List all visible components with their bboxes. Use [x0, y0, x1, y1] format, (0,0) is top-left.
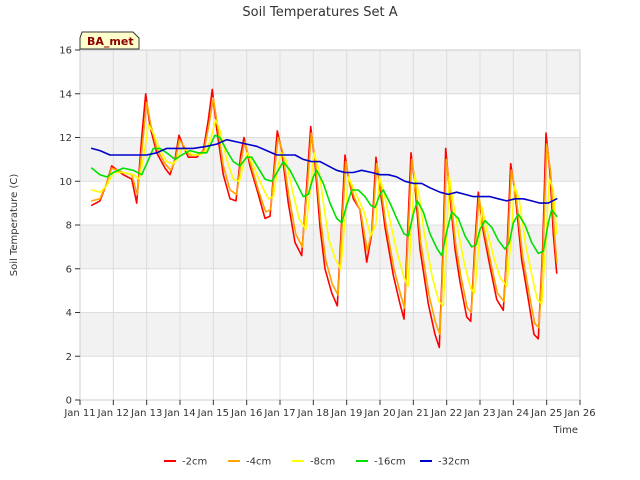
- x-tick-label: Jan 12: [97, 408, 129, 419]
- plot-band: [80, 312, 580, 357]
- x-tick-label: Jan 23: [463, 408, 495, 419]
- y-axis-title: Soil Temperature (C): [9, 174, 20, 277]
- station-badge-shape: [79, 31, 140, 50]
- x-tick-label: Jan 14: [163, 408, 195, 419]
- x-tick-label: Jan 19: [330, 408, 362, 419]
- legend-item: -8cm: [292, 457, 335, 468]
- legend-label: -2cm: [182, 457, 207, 468]
- legend-label: -16cm: [374, 457, 406, 468]
- legend-label: -4cm: [246, 457, 271, 468]
- legend-item: -4cm: [228, 457, 271, 468]
- x-tick-label: Jan 11: [63, 408, 95, 419]
- legend-item: -32cm: [420, 457, 470, 468]
- y-tick-label: 6: [66, 264, 72, 275]
- series-line-16cmcm: [90, 134, 558, 257]
- x-tick-label: Jan 25: [530, 408, 562, 419]
- y-tick-label: 2: [66, 352, 72, 363]
- x-tick-label: Jan 16: [230, 408, 262, 419]
- x-axis-title: Time: [553, 425, 578, 436]
- series-layer: [90, 88, 558, 349]
- legend: -2cm -4cm -8cm -16cm -32cm: [164, 457, 470, 468]
- x-tick-label: Jan 17: [263, 408, 295, 419]
- x-tick-label: Jan 26: [563, 408, 595, 419]
- legend-item: -2cm: [164, 457, 207, 468]
- legend-item: -16cm: [356, 457, 406, 468]
- station-badge: BA_met: [79, 31, 140, 50]
- legend-label: -8cm: [310, 457, 335, 468]
- x-tick-label: Jan 20: [363, 408, 395, 419]
- y-tick-label: 4: [66, 308, 72, 319]
- x-tick-label: Jan 13: [130, 408, 162, 419]
- x-tick-label: Jan 15: [197, 408, 229, 419]
- x-tick-label: Jan 22: [430, 408, 462, 419]
- y-axis-ticks: 0 2 4 6 8 10 12 14 16: [59, 46, 80, 407]
- legend-label: -32cm: [438, 457, 470, 468]
- y-tick-label: 10: [59, 177, 72, 188]
- series-line-8cmcm: [90, 119, 558, 307]
- y-tick-label: 0: [66, 396, 72, 407]
- y-tick-label: 12: [59, 133, 72, 144]
- y-tick-label: 16: [59, 46, 72, 57]
- plot-band: [80, 225, 580, 269]
- y-tick-label: 14: [59, 89, 72, 100]
- plot-band: [80, 50, 580, 94]
- x-tick-label: Jan 21: [397, 408, 429, 419]
- series-line-32cmcm: [90, 138, 558, 204]
- x-tick-label: Jan 18: [297, 408, 329, 419]
- x-axis-ticks: Jan 11 Jan 12 Jan 13 Jan 14 Jan 15 Jan 16 Jan …: [63, 400, 596, 419]
- chart-title: Soil Temperatures Set A: [242, 5, 397, 20]
- y-tick-label: 8: [66, 221, 72, 232]
- x-tick-label: Jan 24: [497, 408, 529, 419]
- station-badge-label: BA_met: [87, 35, 134, 48]
